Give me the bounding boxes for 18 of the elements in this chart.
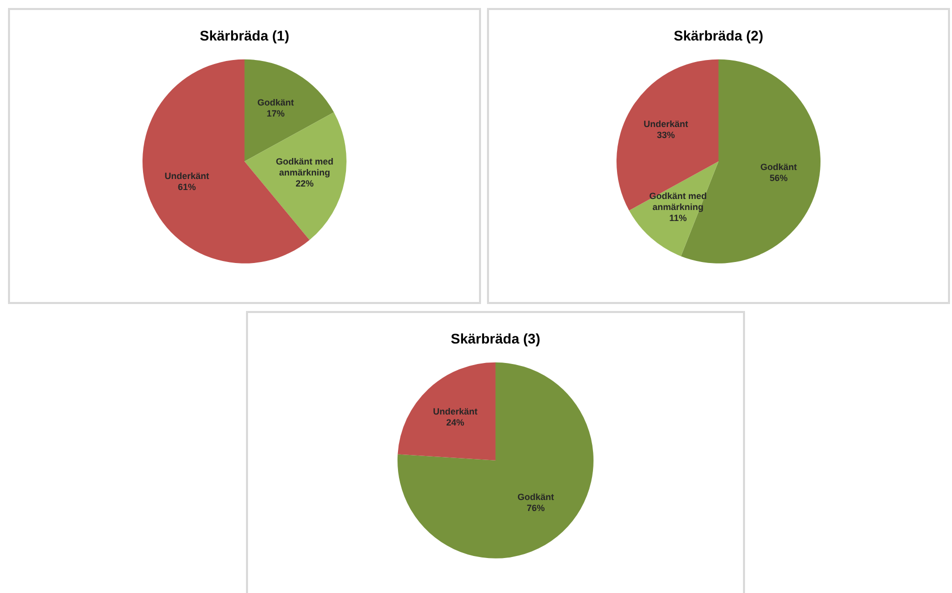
slice-label: Underkänt — [644, 119, 688, 130]
data-label: 11% — [669, 212, 687, 223]
slice-label: Godkänt — [517, 492, 554, 502]
data-label: 17% — [266, 108, 285, 119]
chart-title: Skärbräda (2) — [674, 27, 764, 44]
slice-label: Godkänt med anmärkning — [276, 156, 334, 178]
data-label: 33% — [656, 130, 675, 140]
slice-label: Underkänt — [164, 171, 210, 182]
slice-label: Underkänt — [432, 406, 478, 417]
data-label: 56% — [770, 172, 788, 183]
chart-title: Skärbräda (1) — [200, 27, 290, 44]
data-label: 61% — [178, 182, 196, 192]
slice-label: Godkänt — [760, 162, 797, 172]
slice-label: Godkänt — [257, 98, 294, 108]
data-label: 76% — [526, 503, 545, 514]
data-label: 24% — [446, 418, 464, 428]
data-label: 22% — [296, 178, 314, 188]
chart-title: Skärbräda (3) — [450, 330, 540, 346]
